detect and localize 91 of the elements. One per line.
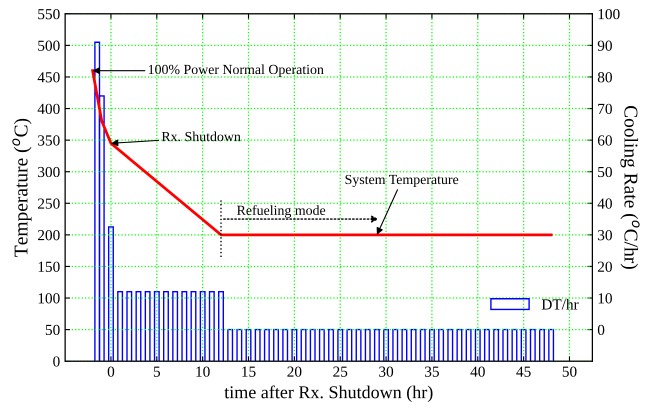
bar	[135, 291, 142, 362]
y2-tick-label: 40	[598, 198, 612, 209]
bar	[383, 328, 390, 362]
x-tick-label: 45	[516, 366, 531, 377]
y-tick-label: 400	[38, 104, 60, 114]
bar	[438, 328, 444, 362]
bar	[337, 328, 344, 362]
x-tick-label: 25	[333, 366, 348, 377]
y-tick-label: 350	[38, 135, 60, 146]
y-tick-label: 100	[38, 293, 60, 304]
x-tick-label: 10	[196, 366, 210, 377]
bar	[484, 328, 490, 362]
y2-tick-label: 20	[598, 262, 612, 272]
bar	[328, 328, 334, 362]
bar	[117, 291, 124, 362]
x-tick-label: 15	[242, 366, 256, 377]
x-axis-title: time after Rx. Shutdown (hr)	[224, 385, 433, 402]
bar	[291, 328, 298, 362]
bar	[420, 328, 426, 362]
bar	[282, 328, 288, 362]
bar	[126, 291, 132, 362]
bar	[318, 328, 325, 362]
y2-tick-label: 70	[598, 104, 612, 114]
y2-tick-label: 90	[598, 40, 612, 51]
x-tick-label: 35	[425, 366, 439, 377]
bar	[520, 328, 527, 362]
y2-tick-label: 30	[598, 230, 612, 240]
bar	[410, 328, 417, 362]
bar	[401, 328, 408, 362]
y-tick-label: 150	[38, 262, 60, 272]
y2-tick-label: 60	[598, 135, 612, 146]
bar	[428, 328, 435, 362]
annotation: Refueling mode	[236, 205, 326, 218]
bar	[254, 328, 261, 362]
bar	[356, 328, 362, 362]
bar	[181, 291, 188, 362]
bar	[538, 328, 545, 362]
y2-tick-label: 0	[598, 324, 604, 336]
bar	[172, 291, 178, 362]
x-tick-label: 40	[470, 366, 485, 377]
bar	[456, 328, 462, 362]
y-tick-label: 450	[38, 72, 60, 82]
bar	[392, 328, 398, 362]
bar	[374, 328, 380, 362]
x-tick-label: 5	[154, 366, 160, 377]
x-tick-label: 0	[108, 366, 114, 377]
y2-tick-label: 50	[598, 166, 612, 178]
bar	[493, 328, 500, 362]
bar	[300, 328, 307, 362]
bar	[548, 328, 554, 362]
y-tick-label: 500	[38, 40, 60, 51]
bar	[200, 291, 206, 362]
x-tick-label: 50	[562, 366, 577, 377]
y-tick-label: 200	[38, 230, 60, 240]
bar	[218, 291, 224, 362]
y2-tick-label: 100	[598, 8, 620, 20]
bar	[511, 328, 518, 362]
bar	[246, 328, 252, 362]
y-axis-title: Temperature ($^{o}$C)	[12, 118, 32, 257]
bar	[162, 291, 169, 362]
bar	[346, 328, 352, 362]
bar	[236, 328, 242, 362]
annotation: 100% Power Normal Operation	[148, 64, 324, 77]
x-tick-label: 20	[287, 366, 302, 377]
bar	[154, 291, 160, 362]
bar	[264, 328, 270, 362]
bar	[530, 328, 536, 362]
bar	[144, 291, 151, 362]
annotation: Rx. Shutdown	[162, 131, 241, 142]
legend-label: DT/hr	[542, 298, 579, 310]
bar	[310, 328, 316, 362]
bar	[466, 328, 472, 362]
bar	[108, 226, 114, 362]
bar	[208, 291, 215, 362]
y-tick-label: 50	[46, 324, 60, 336]
bar	[273, 328, 280, 362]
bar	[190, 291, 196, 362]
y2-tick-label: 10	[598, 293, 612, 304]
annotation: System Temperature	[346, 174, 458, 188]
bar	[227, 328, 234, 362]
y-tick-label: 300	[38, 166, 60, 178]
y-tick-label: 0	[53, 356, 60, 367]
y2-axis-title: Cooling Rate ($^{o}$C/hr)	[620, 106, 640, 269]
bar	[502, 328, 508, 362]
y-tick-label: 250	[38, 198, 60, 209]
y-tick-label: 550	[38, 8, 60, 20]
y2-tick-label: 80	[598, 72, 612, 82]
bar	[447, 328, 454, 362]
x-tick-label: 30	[379, 366, 394, 377]
bar	[364, 328, 371, 362]
bar	[474, 328, 481, 362]
